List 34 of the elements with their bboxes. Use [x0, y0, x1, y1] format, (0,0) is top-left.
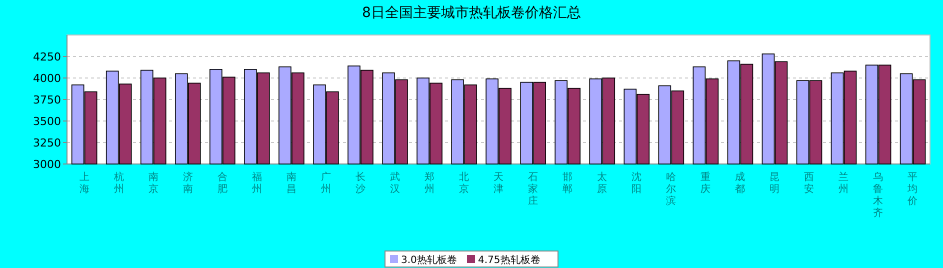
legend-label: 3.0热轧板卷 [401, 254, 457, 266]
x-tick-label: 成都 [735, 171, 746, 195]
x-tick-label: 哈尔滨 [666, 171, 676, 207]
x-tick-label: 昆明 [770, 172, 780, 195]
y-tick-label: 3750 [33, 94, 61, 106]
x-tick-label: 济南 [182, 171, 193, 195]
x-tick-label: 重庆 [700, 171, 711, 195]
x-tick-label: 乌鲁木齐 [873, 171, 884, 219]
x-tick-label: 北京 [458, 171, 469, 195]
x-tick-label: 邯郸 [562, 171, 573, 195]
x-tick-label: 沈阳 [632, 171, 642, 195]
x-tick-label: 郑州 [424, 171, 434, 195]
x-tick-label: 武汉 [390, 171, 400, 195]
x-tick-label: 西安 [804, 172, 814, 195]
x-tick-label: 兰州 [838, 171, 849, 195]
x-tick-label: 天津 [494, 172, 504, 195]
y-tick-label: 4250 [33, 50, 61, 64]
y-tick-label: 3000 [33, 158, 61, 171]
x-tick-label: 太原 [597, 171, 608, 195]
y-tick-label: 4000 [33, 72, 61, 85]
x-tick-label: 广州 [320, 171, 331, 195]
x-tick-label: 杭州 [112, 171, 124, 195]
x-tick-label: 南昌 [286, 171, 296, 195]
y-tick-label: 3250 [33, 136, 61, 150]
x-tick-label: 平均价 [906, 172, 918, 207]
legend-label: 4.75热轧板卷 [478, 254, 540, 266]
x-tick-label: 南京 [148, 171, 158, 195]
x-tick-label: 石家庄 [528, 172, 538, 207]
x-tick-label: 合肥 [217, 171, 228, 195]
x-tick-label: 福州 [252, 171, 262, 195]
y-tick-label: 3500 [33, 115, 61, 128]
x-tick-label: 上海 [79, 171, 90, 195]
title: 8日全国主要城市热轧板卷价格汇总 [362, 5, 581, 21]
x-tick-label: 长沙 [355, 171, 366, 195]
